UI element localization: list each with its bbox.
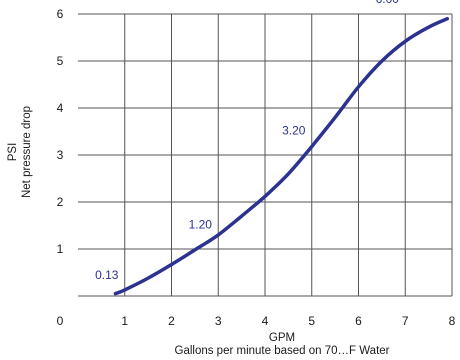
x-tick-label: 0 <box>57 314 64 328</box>
x-tick-label: 4 <box>262 314 269 328</box>
y-tick-label: 4 <box>57 101 64 115</box>
tick-labels: 0 1 2 3 4 5 6 7 8 1 2 3 4 5 6 <box>57 7 456 328</box>
y-tick-label: 6 <box>57 7 64 21</box>
x-tick-label: 6 <box>355 314 362 328</box>
y-tick-label: 5 <box>57 54 64 68</box>
x-axis-subtitle: Gallons per minute based on 70…F Water <box>175 345 390 357</box>
x-tick-label: 1 <box>121 314 128 328</box>
x-tick-label: 8 <box>449 314 456 328</box>
data-label: 6.00 <box>376 0 400 6</box>
x-tick-label: 5 <box>308 314 315 328</box>
data-labels: 0.13 1.20 3.20 6.00 <box>95 0 399 282</box>
x-tick-label: 2 <box>168 314 175 328</box>
series-line-pressure-drop <box>113 16 450 296</box>
y-axis-title: PSI <box>7 143 19 162</box>
grid <box>78 13 453 297</box>
data-label: 0.13 <box>95 268 119 282</box>
x-tick-label: 7 <box>402 314 409 328</box>
data-label: 3.20 <box>282 124 306 138</box>
y-tick-label: 1 <box>57 242 64 256</box>
y-axis-subtitle: Net pressure drop <box>21 106 33 198</box>
y-tick-label: 3 <box>57 148 64 162</box>
x-axis-title: GPM <box>269 332 295 344</box>
data-label: 1.20 <box>189 218 213 232</box>
x-tick-label: 3 <box>215 314 222 328</box>
y-tick-label: 2 <box>57 195 64 209</box>
